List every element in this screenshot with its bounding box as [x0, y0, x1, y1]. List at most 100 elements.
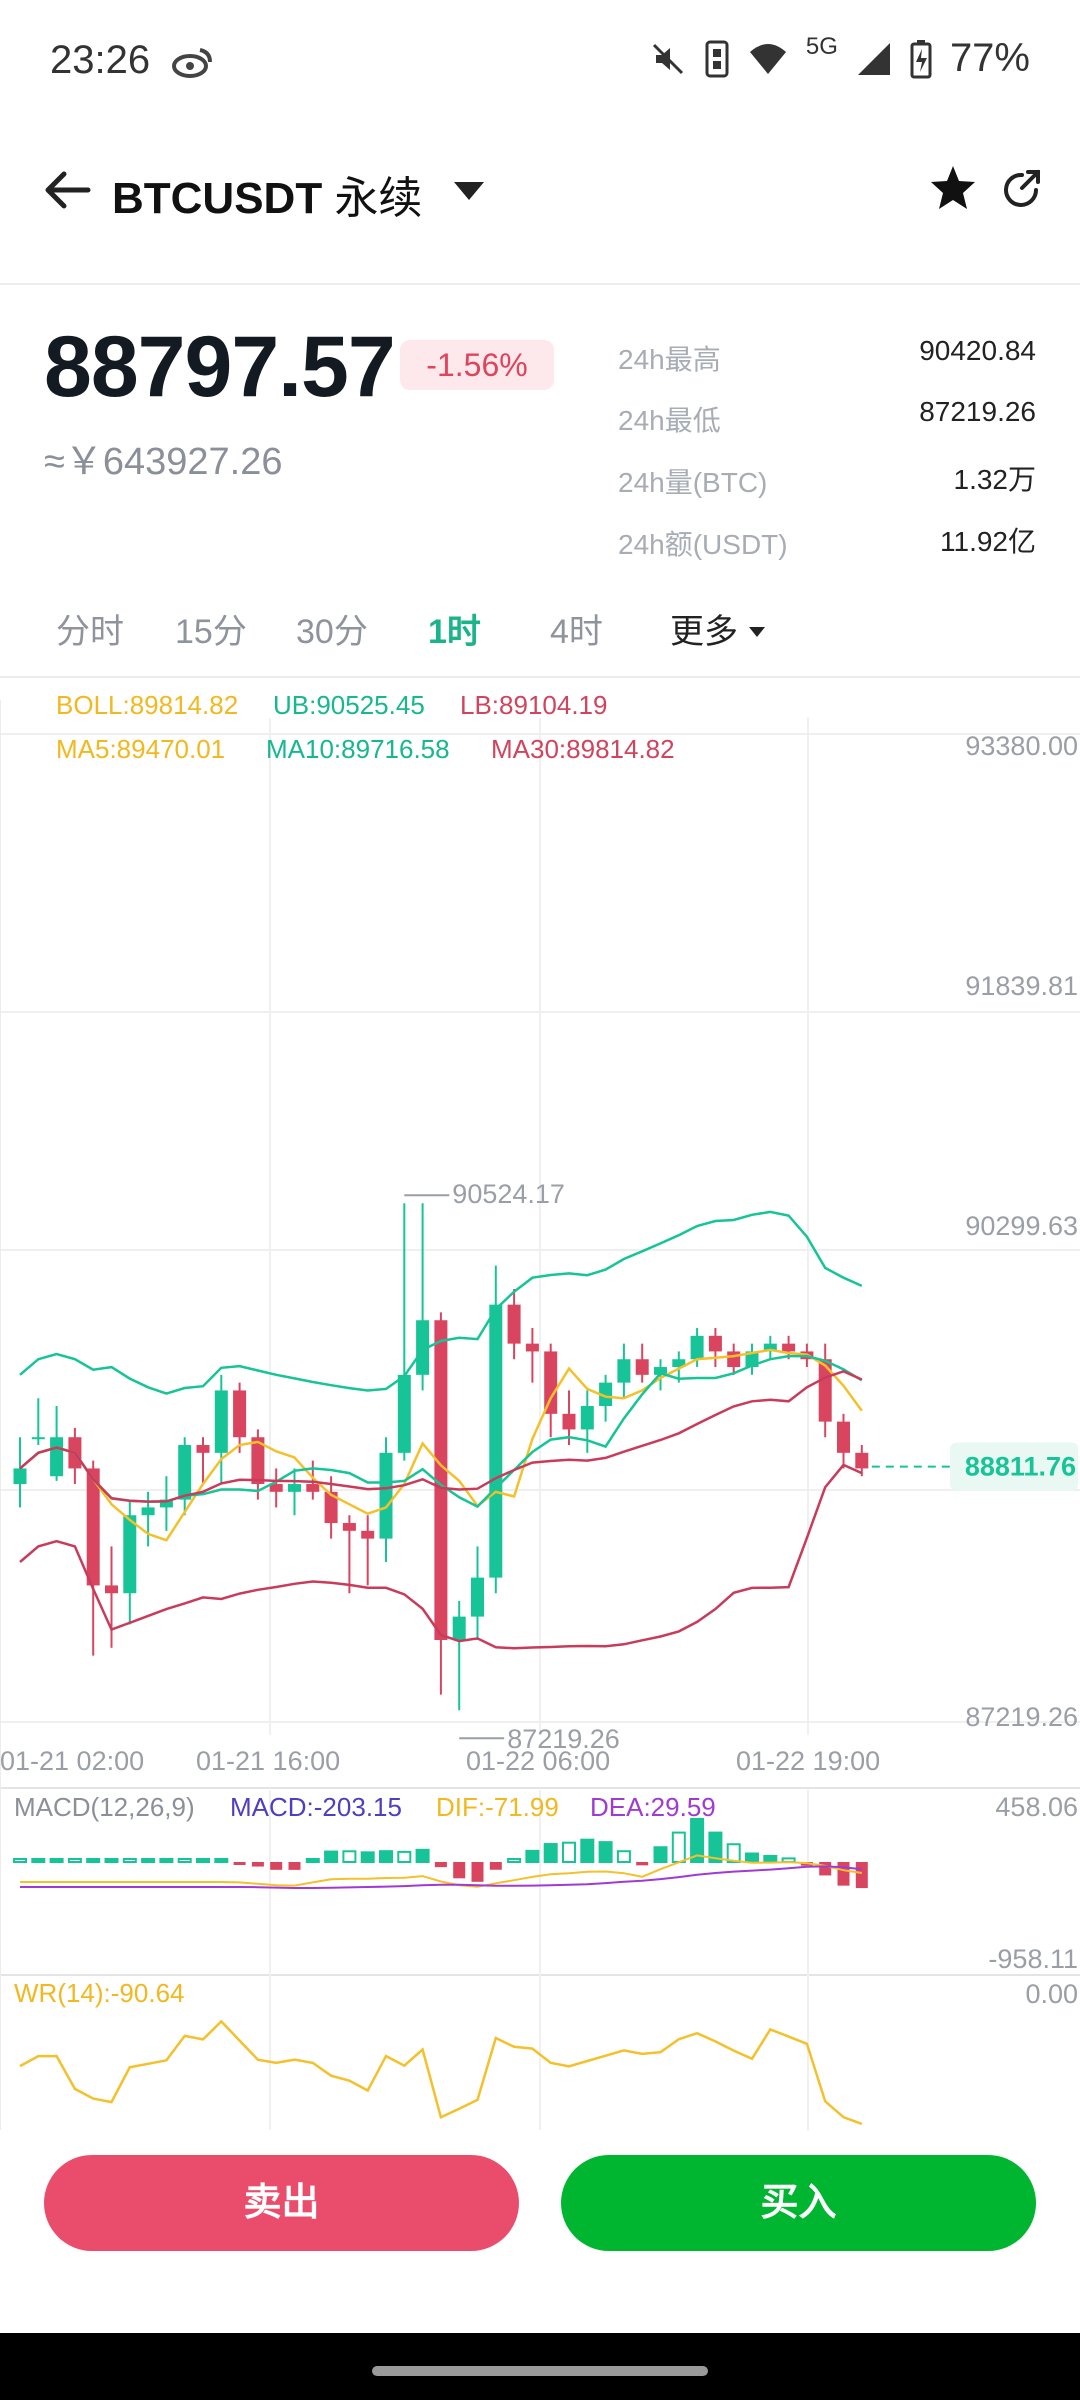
- macd-bar: [342, 1850, 357, 1863]
- macd-bar: [837, 1862, 850, 1886]
- macd-bar: [671, 1831, 686, 1863]
- home-indicator[interactable]: [372, 2366, 708, 2376]
- macd-bar: [122, 1858, 137, 1863]
- candle: [68, 1427, 82, 1485]
- macd-bar: [580, 1838, 595, 1863]
- macd-bar: [104, 1858, 119, 1863]
- candle: [708, 1328, 722, 1368]
- candle: [233, 1382, 247, 1453]
- stat-value-high: 90420.84: [919, 335, 1036, 366]
- tab-interval-30m[interactable]: 30分: [296, 613, 368, 651]
- buy-button[interactable]: 买入: [561, 2155, 1036, 2251]
- nfc-icon: [705, 40, 729, 77]
- ma5-value: MA5:89470.01: [56, 734, 226, 764]
- wr-line: [19, 2019, 863, 2126]
- candle-body: [599, 1382, 613, 1407]
- candle-body: [672, 1359, 686, 1368]
- macd-bar: [453, 1862, 466, 1879]
- sell-button[interactable]: 卖出: [44, 2155, 519, 2251]
- dropdown-triangle-icon[interactable]: [452, 180, 486, 202]
- stat-label-high: 24h最高: [618, 344, 721, 375]
- status-icons: 5G 77%: [650, 33, 1030, 81]
- macd-bar: [397, 1850, 412, 1864]
- candle: [452, 1601, 466, 1711]
- status-time: 23:26: [50, 38, 151, 82]
- candle: [269, 1468, 283, 1508]
- star-icon[interactable]: [928, 164, 978, 212]
- candle: [599, 1374, 613, 1422]
- candle-body: [361, 1530, 375, 1539]
- tab-interval-timeshare[interactable]: 分时: [56, 613, 124, 651]
- candle-body: [727, 1351, 741, 1368]
- candle-body: [233, 1390, 247, 1438]
- candle: [635, 1343, 649, 1383]
- candle: [196, 1437, 210, 1485]
- candle-body: [434, 1320, 448, 1641]
- tab-interval-more[interactable]: 更多: [670, 604, 767, 653]
- macd-bar: [434, 1862, 447, 1868]
- header: [0, 125, 1080, 285]
- mute-icon: [652, 43, 683, 74]
- macd-bar: [690, 1817, 705, 1864]
- macd-bar: [708, 1831, 723, 1864]
- macd-bar: [270, 1862, 283, 1870]
- candle: [50, 1406, 64, 1481]
- share-icon[interactable]: [1000, 168, 1042, 210]
- candle: [86, 1460, 100, 1656]
- candle-body: [782, 1343, 796, 1352]
- macd-bar: [653, 1846, 668, 1863]
- macd-bar: [507, 1858, 522, 1863]
- macd-bar: [324, 1850, 339, 1863]
- candle: [379, 1437, 393, 1563]
- macd-value: MACD:-203.15: [230, 1792, 402, 1822]
- macd-bar: [49, 1858, 64, 1863]
- candle-body: [837, 1421, 850, 1453]
- candle: [745, 1343, 759, 1375]
- tab-interval-1h[interactable]: 1时: [428, 613, 481, 651]
- candle: [580, 1390, 594, 1453]
- current-price-label: 88811.76: [965, 1452, 1076, 1482]
- tab-interval-4h[interactable]: 4时: [550, 613, 603, 651]
- macd-bar: [233, 1862, 246, 1865]
- ma10-value: MA10:89716.58: [266, 734, 450, 764]
- candle-body: [507, 1304, 521, 1344]
- page-title[interactable]: BTCUSDT 永续: [112, 162, 422, 226]
- low-price-label: 87219.26: [507, 1724, 620, 1754]
- y-axis-tick-label: 91839.81: [965, 971, 1078, 1001]
- candle: [141, 1491, 155, 1547]
- ma30-value: MA30:89814.82: [491, 734, 675, 764]
- boll-upper-line: [19, 1210, 863, 1395]
- stat-label-volume: 24h量(BTC): [618, 467, 768, 498]
- tab-interval-15m[interactable]: 15分: [175, 613, 247, 651]
- y-axis-tick-label: 93380.00: [965, 731, 1078, 761]
- candle: [763, 1335, 777, 1360]
- candle-body: [105, 1585, 118, 1594]
- battery-level: 77%: [949, 36, 1030, 80]
- stat-label-turnover: 24h额(USDT): [618, 529, 788, 560]
- candle-body: [306, 1484, 320, 1492]
- candle: [617, 1343, 631, 1399]
- macd-bar: [288, 1862, 301, 1870]
- candle: [13, 1437, 27, 1508]
- candle-body: [269, 1484, 283, 1492]
- stat-value-volume: 1.32万: [953, 464, 1037, 495]
- macd-bar: [745, 1852, 759, 1864]
- macd-bar: [159, 1858, 174, 1863]
- candle-body: [635, 1359, 649, 1375]
- last-price: 88797.57: [44, 319, 396, 415]
- weibo-icon: [172, 48, 212, 78]
- dea-value: DEA:29.59: [590, 1792, 716, 1822]
- candle: [416, 1203, 430, 1391]
- candle: [31, 1398, 45, 1446]
- candle: [855, 1445, 869, 1477]
- boll-lower-line: [19, 1463, 863, 1650]
- back-arrow-icon[interactable]: [42, 170, 92, 210]
- candle: [214, 1374, 228, 1485]
- candle-body: [416, 1320, 430, 1375]
- macd-bar: [415, 1848, 430, 1863]
- candle-body: [251, 1437, 265, 1485]
- macd-bar: [819, 1862, 832, 1876]
- macd-bar: [379, 1850, 393, 1864]
- macd-bar: [305, 1858, 320, 1863]
- kline-chart[interactable]: 93380.00 91839.81 90299.63 87219.26 01-21 02…: [0, 678, 1080, 2130]
